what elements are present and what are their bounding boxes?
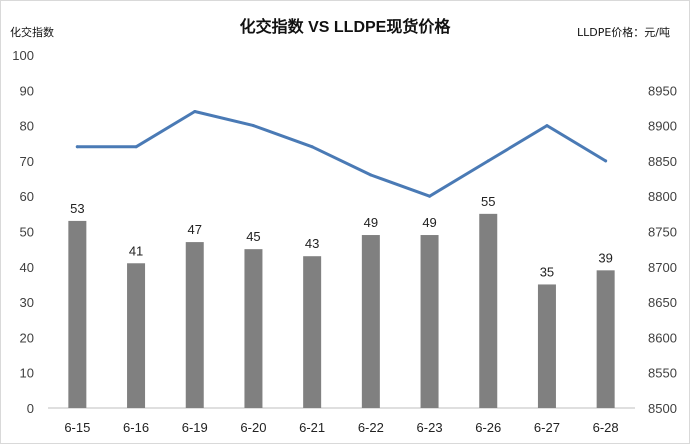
line-point xyxy=(193,109,197,113)
bar-data-label: 53 xyxy=(70,201,84,216)
bar-data-label: 55 xyxy=(481,194,495,209)
bar xyxy=(361,235,380,408)
left-axis-title: 化交指数 xyxy=(10,25,54,39)
bar xyxy=(420,235,439,408)
category-label: 6-16 xyxy=(123,420,149,435)
bar xyxy=(479,213,498,408)
bar xyxy=(303,256,322,408)
bar-series xyxy=(68,213,615,408)
right-tick-label: 8650 xyxy=(648,295,677,310)
right-tick-label: 8950 xyxy=(648,83,677,98)
line-point xyxy=(428,194,432,198)
left-tick-label: 10 xyxy=(20,366,34,381)
left-tick-label: 60 xyxy=(20,189,34,204)
bar xyxy=(185,242,204,408)
right-tick-label: 8550 xyxy=(648,366,677,381)
category-label: 6-15 xyxy=(64,420,90,435)
bar-data-label: 41 xyxy=(129,243,143,258)
category-label: 6-23 xyxy=(417,420,443,435)
bar xyxy=(127,263,146,408)
category-label: 6-28 xyxy=(593,420,619,435)
line-point xyxy=(545,124,549,128)
line-point xyxy=(604,159,608,163)
bar-data-label: 45 xyxy=(246,229,260,244)
line-point xyxy=(310,145,314,149)
left-tick-label: 100 xyxy=(12,48,34,63)
left-tick-label: 40 xyxy=(20,260,34,275)
line-point xyxy=(486,159,490,163)
bar xyxy=(244,249,263,408)
left-axis-ticks: 0 10 20 30 40 50 60 70 80 90 100 xyxy=(12,48,34,416)
left-tick-label: 50 xyxy=(20,225,34,240)
left-tick-label: 30 xyxy=(20,295,34,310)
right-axis-ticks: 8500 8550 8600 8650 8700 8750 8800 8850 8900 8950 xyxy=(648,83,677,416)
right-axis-title: LLDPE价格：元/吨 xyxy=(577,25,670,39)
bar xyxy=(68,220,87,408)
bar-data-label: 47 xyxy=(188,222,202,237)
bar-data-label: 49 xyxy=(422,215,436,230)
line-series xyxy=(75,109,608,198)
left-tick-label: 20 xyxy=(20,330,34,345)
left-tick-label: 80 xyxy=(20,119,34,134)
right-tick-label: 8600 xyxy=(648,330,677,345)
right-tick-label: 8500 xyxy=(648,401,677,416)
category-label: 6-19 xyxy=(182,420,208,435)
right-tick-label: 8700 xyxy=(648,260,677,275)
left-tick-label: 0 xyxy=(27,401,34,416)
line-point xyxy=(251,124,255,128)
bar-data-label: 39 xyxy=(598,250,612,265)
left-tick-label: 90 xyxy=(20,83,34,98)
bar-data-labels: 53 41 47 45 43 49 49 55 35 39 xyxy=(70,194,613,280)
category-labels: 6-15 6-16 6-19 6-20 6-21 6-22 6-23 6-26 6-27 6-28 xyxy=(64,420,618,435)
right-tick-label: 8850 xyxy=(648,154,677,169)
right-tick-label: 8900 xyxy=(648,119,677,134)
line-point xyxy=(134,145,138,149)
category-label: 6-22 xyxy=(358,420,384,435)
bar-data-label: 35 xyxy=(540,264,554,279)
line-point xyxy=(369,173,373,177)
category-label: 6-27 xyxy=(534,420,560,435)
right-tick-label: 8800 xyxy=(648,189,677,204)
chart-title: 化交指数 VS LLDPE现货价格 xyxy=(240,17,452,36)
category-label: 6-20 xyxy=(240,420,266,435)
right-tick-label: 8750 xyxy=(648,225,677,240)
bar-data-label: 49 xyxy=(364,215,378,230)
bar-data-label: 43 xyxy=(305,236,319,251)
category-label: 6-26 xyxy=(475,420,501,435)
price-line xyxy=(75,110,608,198)
line-point xyxy=(75,145,79,149)
left-tick-label: 70 xyxy=(20,154,34,169)
bar xyxy=(596,270,615,408)
bar xyxy=(537,284,556,408)
category-label: 6-21 xyxy=(299,420,325,435)
